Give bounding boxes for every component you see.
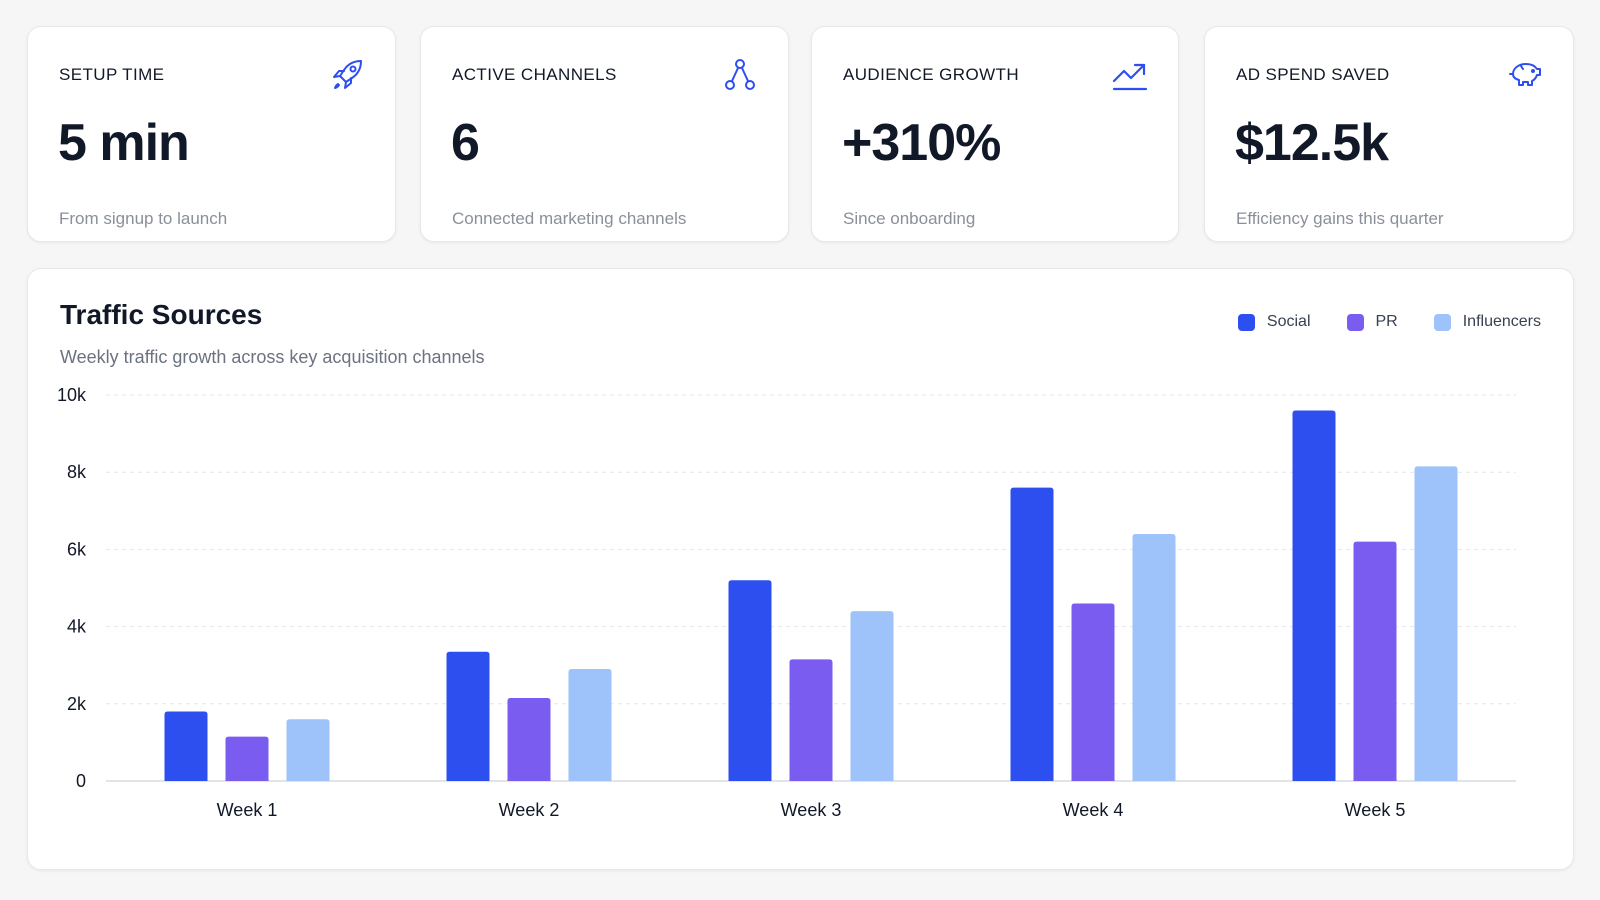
chart-title: Traffic Sources: [60, 299, 263, 330]
bar-social: [1010, 487, 1054, 781]
bar-pr: [789, 659, 833, 781]
stat-card-audience-growth: AUDIENCE GROWTH +310% Since onboarding: [811, 26, 1179, 242]
legend-label: Social: [1266, 313, 1311, 330]
x-tick-label: Week 1: [217, 800, 278, 820]
stat-value: $12.5k: [1235, 114, 1389, 172]
bar-pr: [507, 698, 551, 781]
bar-influencers: [1132, 533, 1176, 781]
chart-legend: Social PR Influencers: [1237, 313, 1541, 331]
x-tick-label: Week 3: [781, 800, 842, 820]
legend-item-social[interactable]: Social: [1237, 313, 1311, 331]
y-tick-label: 10k: [57, 385, 87, 405]
bar-influencers: [286, 719, 330, 781]
stat-card-ad-spend-saved: AD SPEND SAVED $12.5k Efficiency gains t…: [1204, 26, 1574, 242]
traffic-sources-chart-card: 0 2k 4k 6k 8k 10k Week 1 Week 2 Week 3 Week 4 Week…: [27, 268, 1574, 870]
stat-value: +310%: [842, 114, 1001, 172]
y-tick-label: 4k: [67, 617, 87, 637]
bar-social: [728, 580, 772, 781]
chart-subtitle: Weekly traffic growth across key acquisi…: [60, 347, 485, 367]
legend-item-influencers[interactable]: Influencers: [1433, 313, 1541, 331]
share-nodes-icon: [720, 55, 760, 95]
stat-card-setup-time: SETUP TIME 5 min From signup to launch: [27, 26, 396, 242]
bar-pr: [1353, 541, 1397, 781]
bar-pr: [1071, 603, 1115, 781]
x-tick-label: Week 4: [1063, 800, 1124, 820]
y-tick-label: 6k: [67, 539, 87, 559]
y-tick-label: 0: [76, 771, 86, 791]
stat-value: 5 min: [58, 114, 190, 172]
bar-influencers: [568, 669, 612, 781]
bar-social: [1292, 410, 1336, 781]
legend-item-pr[interactable]: PR: [1346, 313, 1398, 331]
stat-subtitle: Efficiency gains this quarter: [1236, 209, 1444, 228]
rocket-icon: [327, 55, 367, 95]
stat-subtitle: From signup to launch: [59, 209, 228, 228]
legend-swatch: [1237, 313, 1255, 331]
legend-label: PR: [1375, 313, 1398, 330]
y-tick-label: 2k: [67, 694, 87, 714]
legend-label: Influencers: [1462, 313, 1541, 330]
stat-label: AUDIENCE GROWTH: [843, 65, 1019, 84]
trending-up-icon: [1110, 55, 1150, 95]
stat-label: ACTIVE CHANNELS: [452, 65, 617, 84]
stat-label: AD SPEND SAVED: [1236, 65, 1390, 84]
y-tick-label: 8k: [67, 462, 87, 482]
stat-subtitle: Connected marketing channels: [452, 209, 687, 228]
stat-card-active-channels: ACTIVE CHANNELS 6 Connected marketing ch…: [420, 26, 789, 242]
x-tick-label: Week 5: [1345, 800, 1406, 820]
bar-social: [164, 711, 208, 781]
bar-influencers: [850, 611, 894, 781]
bar-influencers: [1414, 466, 1458, 781]
legend-swatch: [1346, 313, 1364, 331]
piggy-bank-icon: [1505, 55, 1545, 95]
legend-swatch: [1433, 313, 1451, 331]
stat-label: SETUP TIME: [59, 65, 165, 84]
traffic-sources-chart: 0 2k 4k 6k 8k 10k Week 1 Week 2 Week 3 Week 4 Week…: [57, 385, 1516, 820]
x-tick-label: Week 2: [499, 800, 560, 820]
stat-value: 6: [451, 114, 480, 172]
bar-social: [446, 651, 490, 781]
bar-pr: [225, 736, 269, 781]
stat-subtitle: Since onboarding: [843, 209, 976, 228]
